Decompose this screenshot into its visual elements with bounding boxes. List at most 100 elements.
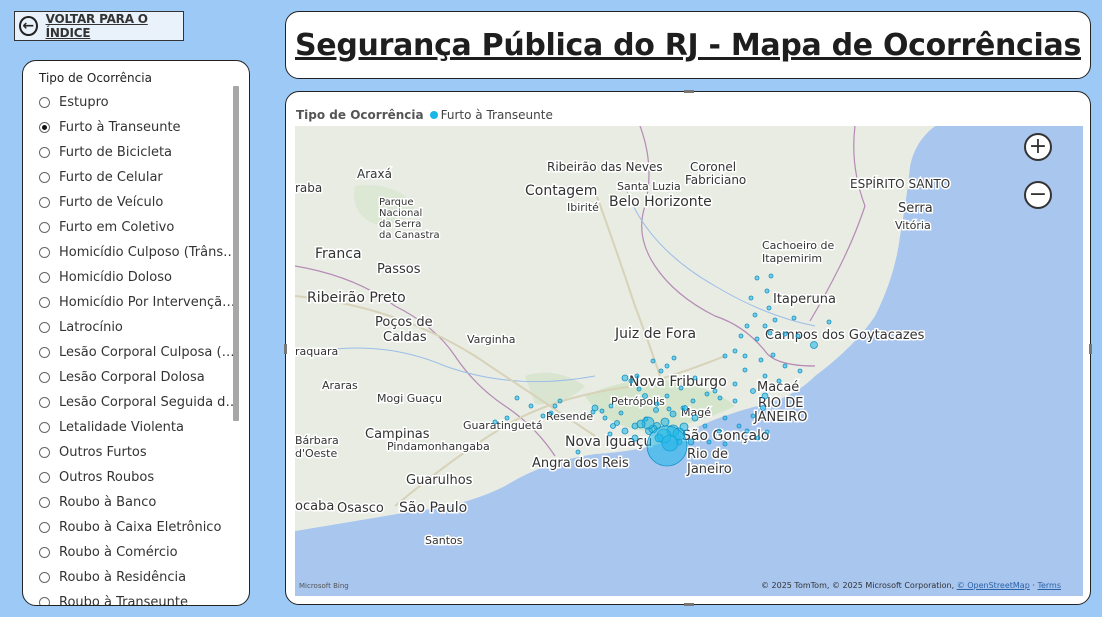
incident-bubble[interactable] <box>770 352 776 358</box>
slicer-option[interactable]: Lesão Corporal Seguida de ... <box>39 390 239 415</box>
incident-bubble[interactable] <box>690 398 696 404</box>
incident-bubble[interactable] <box>722 415 728 421</box>
incident-bubble[interactable] <box>636 386 642 392</box>
incident-bubble[interactable] <box>706 439 712 445</box>
slicer-option[interactable]: Furto em Coletivo <box>39 215 239 240</box>
slicer-option[interactable]: Roubo à Residência <box>39 565 239 590</box>
incident-bubble[interactable] <box>614 420 620 426</box>
incident-bubble[interactable] <box>736 423 742 429</box>
incident-bubble[interactable] <box>732 381 738 387</box>
incident-bubble[interactable] <box>664 393 670 399</box>
incident-bubble[interactable] <box>762 373 768 379</box>
slicer-option[interactable]: Roubo à Caixa Eletrônico <box>39 515 239 540</box>
radio-button[interactable] <box>39 372 50 383</box>
zoom-in-button[interactable]: + <box>1024 133 1052 161</box>
incident-bubble[interactable] <box>664 363 670 369</box>
openstreetmap-link[interactable]: © OpenStreetMap <box>956 581 1030 590</box>
incident-bubble[interactable] <box>552 403 558 409</box>
incident-bubble[interactable] <box>742 353 748 359</box>
incident-bubble[interactable] <box>548 410 554 416</box>
incident-bubble[interactable] <box>750 388 756 394</box>
incident-bubble[interactable] <box>631 434 639 442</box>
radio-button[interactable] <box>39 397 50 408</box>
slicer-option[interactable]: Homicídio Culposo (Trânsito) <box>39 240 239 265</box>
incident-bubble[interactable] <box>722 441 728 447</box>
incident-bubble[interactable] <box>702 423 708 429</box>
radio-button[interactable] <box>39 122 50 133</box>
incident-bubble[interactable] <box>764 288 770 294</box>
radio-button[interactable] <box>39 597 50 605</box>
incident-bubble[interactable] <box>608 403 614 409</box>
incident-bubble[interactable] <box>669 410 677 418</box>
back-to-index-button[interactable]: ← VOLTAR PARA O ÍNDICE <box>14 11 184 41</box>
incident-bubble[interactable] <box>618 410 624 416</box>
slicer-option[interactable]: Roubo à Banco <box>39 490 239 515</box>
incident-bubble[interactable] <box>744 323 750 329</box>
resize-handle-top[interactable] <box>684 90 694 93</box>
incident-bubble[interactable] <box>797 368 803 374</box>
incident-bubble[interactable] <box>504 415 510 421</box>
incident-bubble[interactable] <box>636 419 646 429</box>
incident-bubble[interactable] <box>716 428 722 434</box>
incident-bubble[interactable] <box>658 368 664 374</box>
incident-bubble[interactable] <box>634 373 640 379</box>
incident-bubble[interactable] <box>760 405 766 411</box>
incident-bubble[interactable] <box>654 401 660 407</box>
incident-bubble[interactable] <box>768 273 774 279</box>
radio-button[interactable] <box>39 547 50 558</box>
slicer-option[interactable]: Roubo à Comércio <box>39 540 239 565</box>
incident-bubble[interactable] <box>704 391 710 397</box>
incident-bubble[interactable] <box>782 331 788 337</box>
incident-bubble[interactable] <box>761 392 769 400</box>
incident-bubble[interactable] <box>766 305 772 311</box>
incident-bubble[interactable] <box>621 374 629 382</box>
resize-handle-bottom[interactable] <box>684 603 694 606</box>
slicer-option[interactable]: Furto de Celular <box>39 165 239 190</box>
incident-bubble[interactable] <box>678 385 684 391</box>
slicer-option[interactable]: Outros Furtos <box>39 440 239 465</box>
incident-bubble[interactable] <box>607 431 613 437</box>
map-canvas[interactable]: Ribeirão das Neves Coronel Fabriciano Conta… <box>295 126 1083 596</box>
incident-bubble[interactable] <box>602 415 608 421</box>
incident-bubble[interactable] <box>742 367 748 373</box>
incident-bubble[interactable] <box>755 435 761 441</box>
radio-button[interactable] <box>39 347 50 358</box>
incident-bubble[interactable] <box>826 319 832 325</box>
radio-button[interactable] <box>39 97 50 108</box>
incident-bubble[interactable] <box>557 398 563 404</box>
radio-button[interactable] <box>39 572 50 583</box>
slicer-option[interactable]: Furto à Transeunte <box>39 115 239 140</box>
slicer-option[interactable]: Roubo à Transeunte <box>39 590 239 605</box>
radio-button[interactable] <box>39 497 50 508</box>
radio-button[interactable] <box>39 197 50 208</box>
incident-bubble[interactable] <box>767 330 773 336</box>
incident-bubble[interactable] <box>750 413 756 419</box>
incident-bubble[interactable] <box>752 312 758 318</box>
resize-handle-right[interactable] <box>1089 344 1092 354</box>
incident-bubble[interactable] <box>599 408 605 414</box>
incident-bubble[interactable] <box>653 407 659 413</box>
incident-bubble[interactable] <box>514 395 520 401</box>
radio-button[interactable] <box>39 147 50 158</box>
incident-bubble[interactable] <box>666 406 672 412</box>
incident-bubble[interactable] <box>575 449 581 455</box>
slicer-option[interactable]: Lesão Corporal Culposa (Trâ... <box>39 340 239 365</box>
radio-button[interactable] <box>39 222 50 233</box>
incident-bubble[interactable] <box>682 405 688 411</box>
incident-bubble[interactable] <box>540 413 546 419</box>
slicer-option[interactable]: Furto de Veículo <box>39 190 239 215</box>
incident-bubble[interactable] <box>732 398 738 404</box>
incident-bubble[interactable] <box>758 357 764 363</box>
incident-bubble[interactable] <box>660 417 670 427</box>
incident-bubble[interactable] <box>782 363 788 369</box>
incident-bubble[interactable] <box>712 388 718 394</box>
incident-bubble[interactable] <box>692 375 698 381</box>
radio-button[interactable] <box>39 522 50 533</box>
incident-bubble[interactable] <box>671 355 677 361</box>
incident-bubble[interactable] <box>621 427 629 435</box>
slicer-scrollbar[interactable] <box>233 86 239 421</box>
slicer-option[interactable]: Homicídio Doloso <box>39 265 239 290</box>
radio-button[interactable] <box>39 322 50 333</box>
incident-bubble[interactable] <box>772 317 778 323</box>
zoom-out-button[interactable]: − <box>1024 181 1052 209</box>
